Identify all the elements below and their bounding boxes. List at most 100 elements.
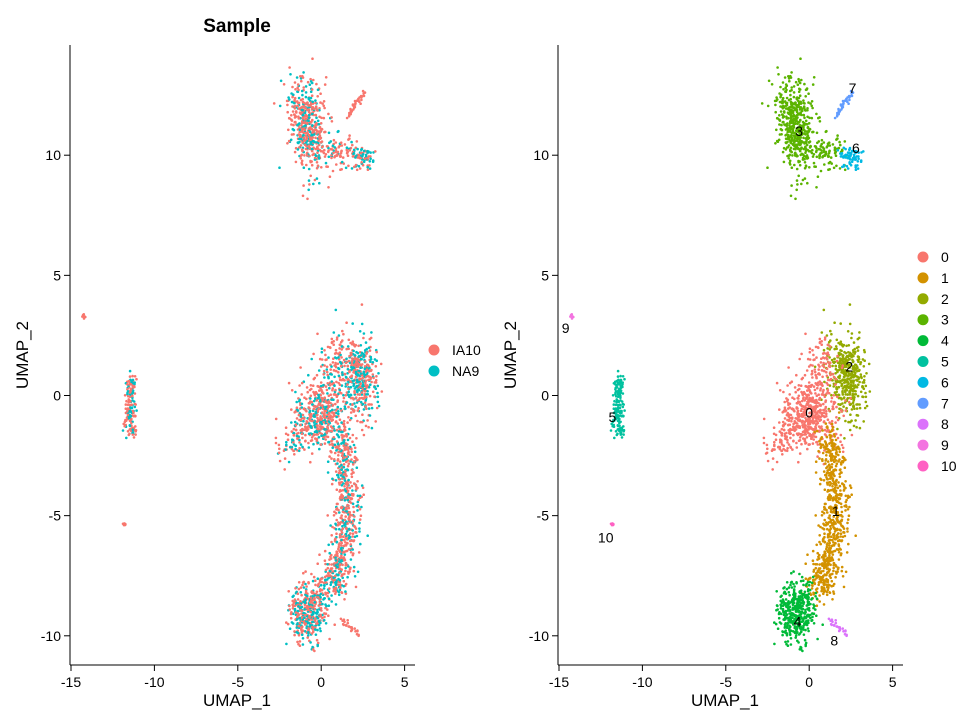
cell-point (351, 340, 355, 344)
cell-point (129, 414, 133, 418)
cell-point (819, 387, 823, 390)
cell-point (823, 428, 827, 432)
cell-point (345, 146, 349, 149)
cell-point (822, 388, 825, 392)
cell-point (325, 405, 328, 409)
cell-point (833, 321, 836, 325)
cell-point (851, 365, 855, 368)
cell-point (335, 488, 339, 492)
cell-point (309, 127, 313, 131)
cell-point (836, 113, 840, 116)
cell-point (294, 88, 297, 91)
cell-point (351, 143, 354, 147)
cell-point (841, 165, 844, 169)
cell-point (126, 395, 130, 398)
cell-point (354, 396, 358, 399)
cell-point (840, 369, 844, 372)
cell-point (337, 430, 341, 433)
cell-point (340, 384, 344, 387)
cell-point (305, 163, 308, 167)
cell-point (835, 390, 838, 394)
cell-point (787, 75, 790, 78)
cell-point (314, 628, 317, 631)
cell-point (331, 144, 335, 147)
cell-point (840, 510, 844, 514)
cell-point (773, 443, 776, 447)
cell-point (313, 430, 317, 434)
cell-point (811, 442, 815, 445)
cell-point (334, 559, 338, 562)
cell-point (840, 398, 843, 401)
cell-point (314, 105, 318, 108)
cell-point (848, 161, 851, 164)
cell-point (310, 149, 314, 153)
cell-point (293, 420, 297, 424)
cell-point (856, 394, 860, 398)
cell-point (781, 453, 784, 456)
cell-point (344, 523, 347, 526)
cell-point (375, 359, 379, 363)
cell-point (848, 393, 852, 396)
cell-point (856, 414, 860, 417)
cell-point (784, 86, 787, 89)
cell-point (129, 427, 132, 431)
cell-point (334, 590, 338, 594)
cell-point (797, 412, 801, 416)
cell-point (837, 375, 841, 379)
cell-point (316, 426, 319, 430)
cell-point (326, 591, 330, 595)
cell-point (300, 402, 304, 406)
cell-point (279, 79, 283, 83)
cell-point (794, 428, 798, 431)
cell-point (327, 375, 330, 379)
cell-point (323, 612, 326, 615)
cell-point (296, 598, 300, 601)
cell-point (348, 418, 352, 422)
cell-point (818, 373, 821, 376)
cell-point (287, 139, 291, 143)
cell-point (353, 575, 357, 578)
cell-point (794, 101, 797, 105)
cell-point (355, 350, 358, 354)
cell-point (298, 617, 302, 620)
cell-point (814, 392, 817, 395)
cell-point (308, 183, 311, 186)
cell-point (322, 116, 326, 120)
cell-point (344, 442, 348, 445)
cell-point (790, 71, 793, 74)
cell-point (807, 399, 810, 403)
cell-point (792, 131, 796, 135)
cell-point (826, 343, 830, 347)
cell-point (300, 406, 304, 409)
cell-point (762, 417, 766, 421)
cell-point (824, 150, 828, 154)
cell-point (313, 413, 316, 417)
cell-point (842, 372, 846, 376)
cell-point (293, 81, 297, 84)
cell-point (848, 303, 852, 306)
cell-point (340, 160, 344, 164)
cell-point (372, 376, 375, 380)
cell-point (346, 503, 349, 507)
cell-point (795, 110, 799, 114)
cell-point (295, 111, 298, 114)
cell-point (294, 160, 298, 164)
cell-point (786, 438, 789, 442)
cell-point (327, 571, 330, 575)
cell-point (789, 117, 793, 120)
cell-point (299, 366, 302, 369)
cell-point (820, 138, 824, 142)
cell-point (290, 408, 293, 411)
cell-point (836, 354, 839, 358)
cell-point (318, 581, 322, 584)
cell-point (839, 532, 843, 535)
cell-point (344, 592, 348, 595)
cell-point (298, 441, 301, 444)
cell-point (829, 371, 832, 374)
cell-point (295, 626, 299, 629)
cell-point (294, 428, 298, 432)
cell-point (803, 116, 806, 120)
cell-point (836, 436, 840, 440)
cell-point (317, 623, 321, 627)
cell-point (82, 317, 86, 320)
